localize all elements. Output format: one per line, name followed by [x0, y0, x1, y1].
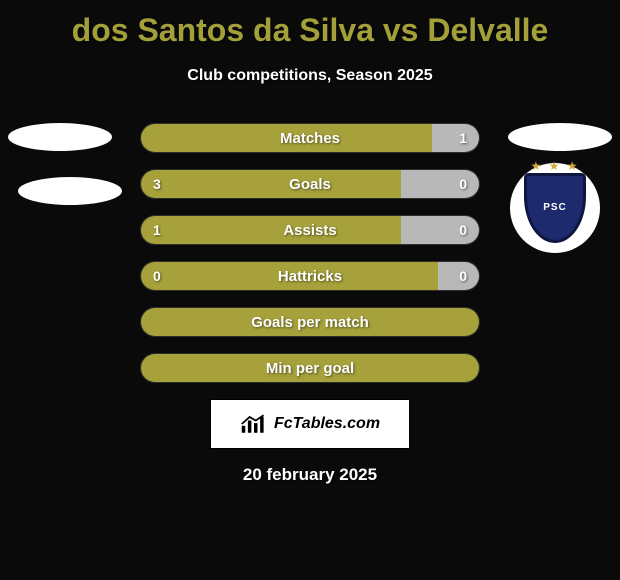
bar-segment-left: [141, 308, 479, 336]
page-title: dos Santos da Silva vs Delvalle: [0, 0, 620, 49]
avatar-placeholder-left-1: [8, 123, 112, 151]
bar-segment-left: [141, 354, 479, 382]
stat-bar-row: Min per goal: [140, 353, 480, 383]
stat-bar-row: Matches1: [140, 123, 480, 153]
brand-text: FcTables.com: [274, 415, 380, 433]
chart-icon: [240, 412, 268, 436]
bar-segment-right: [401, 170, 479, 198]
bar-segment-left: [141, 170, 401, 198]
brand-logo: FcTables.com: [210, 399, 410, 449]
badge-stars-icon: ★ ★ ★: [524, 159, 586, 173]
bar-value-right: 0: [459, 268, 467, 284]
bar-value-right: 0: [459, 222, 467, 238]
avatar-placeholder-right-1: [508, 123, 612, 151]
stat-bar-row: Goals per match: [140, 307, 480, 337]
avatar-placeholder-left-2: [18, 177, 122, 205]
page-subtitle: Club competitions, Season 2025: [0, 67, 620, 85]
stat-bar-row: Hattricks00: [140, 261, 480, 291]
bar-segment-right: [432, 124, 479, 152]
badge-text: PSC: [543, 203, 567, 213]
bar-segment-right: [401, 216, 479, 244]
badge-shield-icon: PSC: [524, 173, 586, 243]
bar-segment-left: [141, 262, 438, 290]
stat-bar-row: Assists10: [140, 215, 480, 245]
footer-date: 20 february 2025: [0, 465, 620, 485]
bar-value-right: 1: [459, 130, 467, 146]
bar-segment-left: [141, 216, 401, 244]
bar-value-right: 0: [459, 176, 467, 192]
stats-area: ★ ★ ★ PSC Matches1Goals30Assists10Hattri…: [0, 123, 620, 383]
club-badge-right: ★ ★ ★ PSC: [510, 163, 600, 253]
stat-bar-row: Goals30: [140, 169, 480, 199]
stat-bars-container: Matches1Goals30Assists10Hattricks00Goals…: [140, 123, 480, 383]
bar-value-left: 0: [153, 268, 161, 284]
bar-segment-left: [141, 124, 432, 152]
bar-value-left: 1: [153, 222, 161, 238]
bar-value-left: 3: [153, 176, 161, 192]
